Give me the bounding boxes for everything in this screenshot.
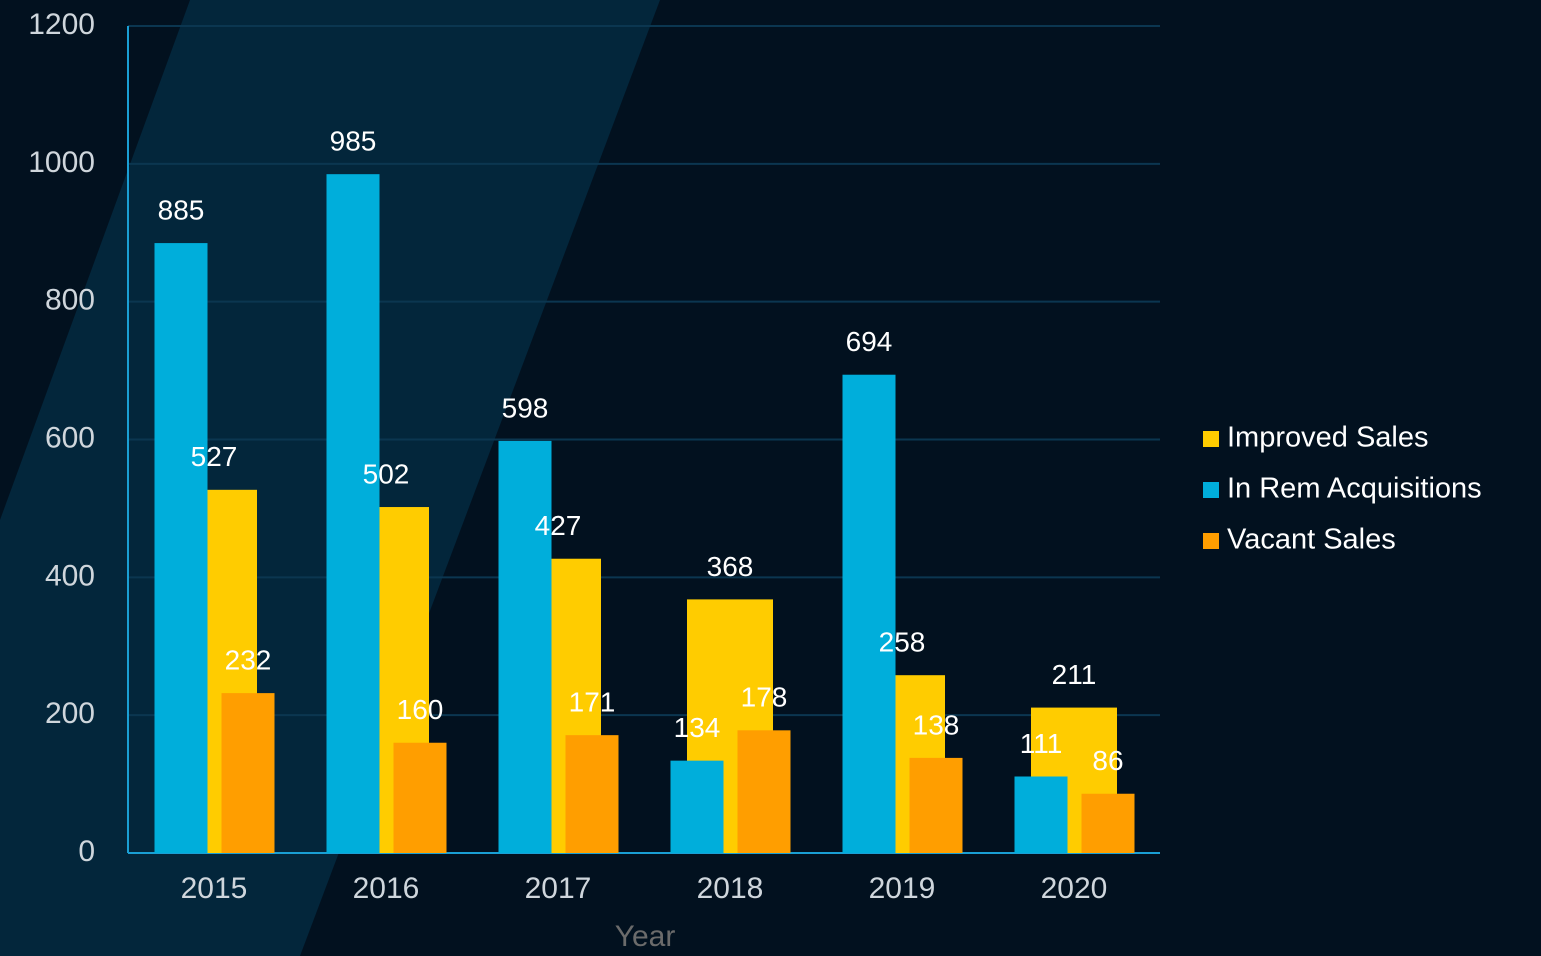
data-label: 178 [741,682,788,713]
bar [221,693,275,853]
data-label: 232 [225,645,272,676]
x-tick-label: 2015 [181,872,248,905]
x-tick-label: 2018 [697,872,764,905]
data-label: 134 [674,712,721,743]
data-label: 427 [535,510,582,541]
legend-label: Improved Sales [1227,422,1429,454]
legend-label: Vacant Sales [1227,524,1396,556]
legend-swatch [1203,431,1219,447]
bar [909,757,963,853]
bar [154,243,208,853]
bar [842,374,896,853]
bar [393,742,447,853]
bar [565,735,619,853]
data-label: 502 [363,458,410,489]
data-label: 368 [707,551,754,582]
data-label: 171 [569,687,616,718]
data-label: 138 [913,709,960,740]
y-tick-label: 800 [45,284,95,317]
data-label: 86 [1092,745,1123,776]
data-label: 598 [502,392,549,423]
data-label: 527 [191,441,238,472]
x-axis-label: Year [615,920,676,953]
data-label: 160 [397,694,444,725]
legend-swatch [1203,533,1219,549]
legend-label: In Rem Acquisitions [1227,473,1482,505]
y-tick-label: 400 [45,559,95,592]
x-tick-label: 2020 [1041,872,1108,905]
x-tick-label: 2019 [869,872,936,905]
y-tick-label: 600 [45,421,95,454]
bar [670,760,724,853]
data-label: 211 [1052,659,1097,690]
bar [1014,776,1068,853]
data-label: 694 [846,326,893,357]
y-tick-label: 200 [45,697,95,730]
y-tick-label: 1000 [28,146,95,179]
legend-swatch [1203,482,1219,498]
bar [737,730,791,853]
data-label: 111 [1020,728,1063,759]
data-label: 885 [158,194,205,225]
bar [326,174,380,853]
data-label: 258 [879,627,926,658]
x-tick-label: 2017 [525,872,592,905]
y-tick-label: 0 [78,835,95,868]
y-tick-label: 1200 [28,8,95,41]
bar [1081,793,1135,853]
bar [498,440,552,853]
x-tick-label: 2016 [353,872,420,905]
data-label: 985 [330,126,377,157]
